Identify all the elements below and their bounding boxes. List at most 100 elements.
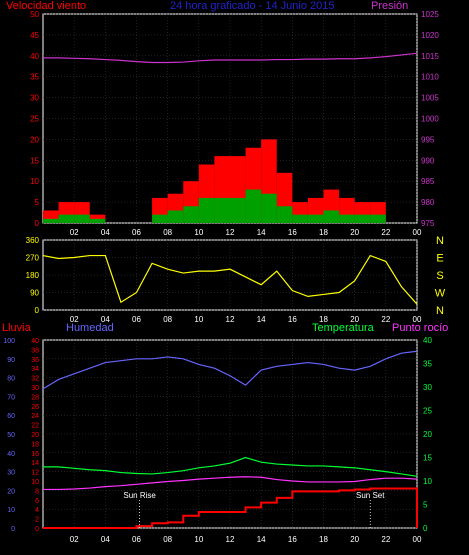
pressure-line: [43, 52, 418, 64]
temperature-tick-label: 10: [423, 477, 432, 486]
wind-x-tick-label: 00: [413, 228, 422, 237]
pressure-tick-label: 1025: [421, 10, 439, 19]
humidity-tick-label: 80: [7, 376, 15, 383]
wind-tick-label: 25: [30, 115, 39, 124]
humidity-x-tick-label: 12: [226, 535, 235, 544]
pressure-tick-label: 995: [421, 135, 435, 144]
humidity-tick-label: 30: [7, 470, 15, 477]
temperature-tick-label: 20: [423, 430, 432, 439]
direction-tick-label: 90: [30, 289, 39, 298]
wind-average-bar: [370, 214, 386, 223]
humidity-line: [42, 350, 418, 390]
direction-x-tick-label: 16: [288, 315, 297, 324]
wind-average-bar: [214, 197, 230, 223]
pressure-tick-label: 1000: [421, 115, 439, 124]
temperature-line: [43, 456, 418, 477]
pressure-tick-label: 1015: [421, 52, 439, 61]
direction-x-tick-label: 06: [132, 315, 141, 324]
dewpoint-label: Punto rocío: [392, 322, 448, 334]
rain-tick-label: 2: [35, 517, 39, 524]
rain-tick-label: 24: [31, 413, 39, 420]
wind-average-bar: [339, 214, 355, 223]
rain-tick-label: 14: [31, 460, 39, 467]
humidity-x-tick-label: 18: [319, 535, 328, 544]
wind-average-bar: [276, 206, 293, 223]
pressure-tick-label: 990: [421, 156, 435, 165]
rain-tick-label: 12: [31, 470, 39, 477]
rain-tick-label: 32: [31, 376, 39, 383]
wind-average-bar: [89, 218, 106, 223]
temperature-tick-label: 15: [423, 454, 432, 463]
wind-x-tick-label: 14: [257, 228, 266, 237]
temperature-tick-label: 40: [423, 336, 432, 345]
sun-rise-label: Sun Rise: [123, 491, 156, 500]
sun-set-label: Sun Set: [356, 491, 385, 500]
direction-tick-label: 180: [26, 271, 40, 280]
wind-tick-label: 15: [30, 156, 39, 165]
wind-x-tick-label: 18: [319, 228, 328, 237]
pressure-tick-label: 1020: [421, 31, 439, 40]
humidity-x-tick-label: 22: [381, 535, 390, 544]
humidity-label: Humedad: [66, 322, 114, 334]
wind-x-tick-label: 12: [226, 228, 235, 237]
rain-line: [43, 487, 418, 529]
pressure-tick-label: 985: [421, 177, 435, 186]
humidity-x-tick-label: 04: [101, 535, 110, 544]
rain-tick-label: 38: [31, 347, 39, 354]
pressure-tick-label: 980: [421, 198, 435, 207]
wind-average-bar: [167, 210, 184, 223]
rain-tick-label: 10: [31, 479, 39, 486]
wind-tick-label: 50: [30, 10, 39, 19]
humidity-tick-label: 10: [7, 507, 15, 514]
humidity-tick-label: 60: [7, 413, 15, 420]
rain-tick-label: 16: [31, 451, 39, 458]
direction-x-tick-label: 22: [381, 315, 390, 324]
humidity-tick-label: 20: [7, 488, 15, 495]
rain-tick-label: 40: [31, 338, 39, 345]
humidity-x-tick-label: 14: [257, 535, 266, 544]
compass-label: N: [436, 305, 444, 317]
wind-tick-label: 45: [30, 31, 39, 40]
rain-tick-label: 6: [35, 498, 39, 505]
wind-speed-label: Velocidad viento: [6, 0, 86, 12]
rain-tick-label: 34: [31, 366, 39, 373]
humidity-x-tick-label: 10: [194, 535, 203, 544]
compass-label: S: [436, 270, 443, 282]
wind-average-bar: [152, 214, 168, 223]
wind-average-bar: [292, 214, 308, 223]
rain-tick-label: 18: [31, 441, 39, 448]
humidity-tick-label: 0: [11, 526, 15, 533]
rain-tick-label: 26: [31, 404, 39, 411]
direction-tick-label: 270: [26, 254, 40, 263]
humidity-tick-label: 90: [7, 357, 15, 364]
wind-tick-label: 35: [30, 73, 39, 82]
wind-x-tick-label: 04: [101, 228, 110, 237]
direction-x-tick-label: 00: [413, 315, 422, 324]
wind-average-bar: [43, 218, 59, 223]
humidity-x-tick-label: 06: [132, 535, 141, 544]
dewpoint-line: [43, 476, 418, 491]
rain-label: Lluvia: [2, 322, 32, 334]
rain-tick-label: 4: [35, 507, 39, 514]
temperature-tick-label: 30: [423, 383, 432, 392]
wind-tick-label: 30: [30, 94, 39, 103]
wind-average-bar: [307, 214, 324, 223]
wind-average-bar: [323, 210, 340, 223]
direction-x-tick-label: 20: [350, 315, 359, 324]
direction-x-tick-label: 14: [257, 315, 266, 324]
direction-tick-label: 0: [35, 306, 40, 315]
wind-x-tick-label: 16: [288, 228, 297, 237]
rain-tick-label: 22: [31, 423, 39, 430]
humidity-tick-label: 40: [7, 451, 15, 458]
humidity-x-tick-label: 16: [288, 535, 297, 544]
temperature-tick-label: 35: [423, 360, 432, 369]
wind-tick-label: 20: [30, 135, 39, 144]
direction-x-tick-label: 04: [101, 315, 110, 324]
humidity-x-tick-label: 02: [70, 535, 79, 544]
humidity-x-tick-label: 08: [163, 535, 172, 544]
rain-tick-label: 20: [31, 432, 39, 439]
direction-x-tick-label: 08: [163, 315, 172, 324]
